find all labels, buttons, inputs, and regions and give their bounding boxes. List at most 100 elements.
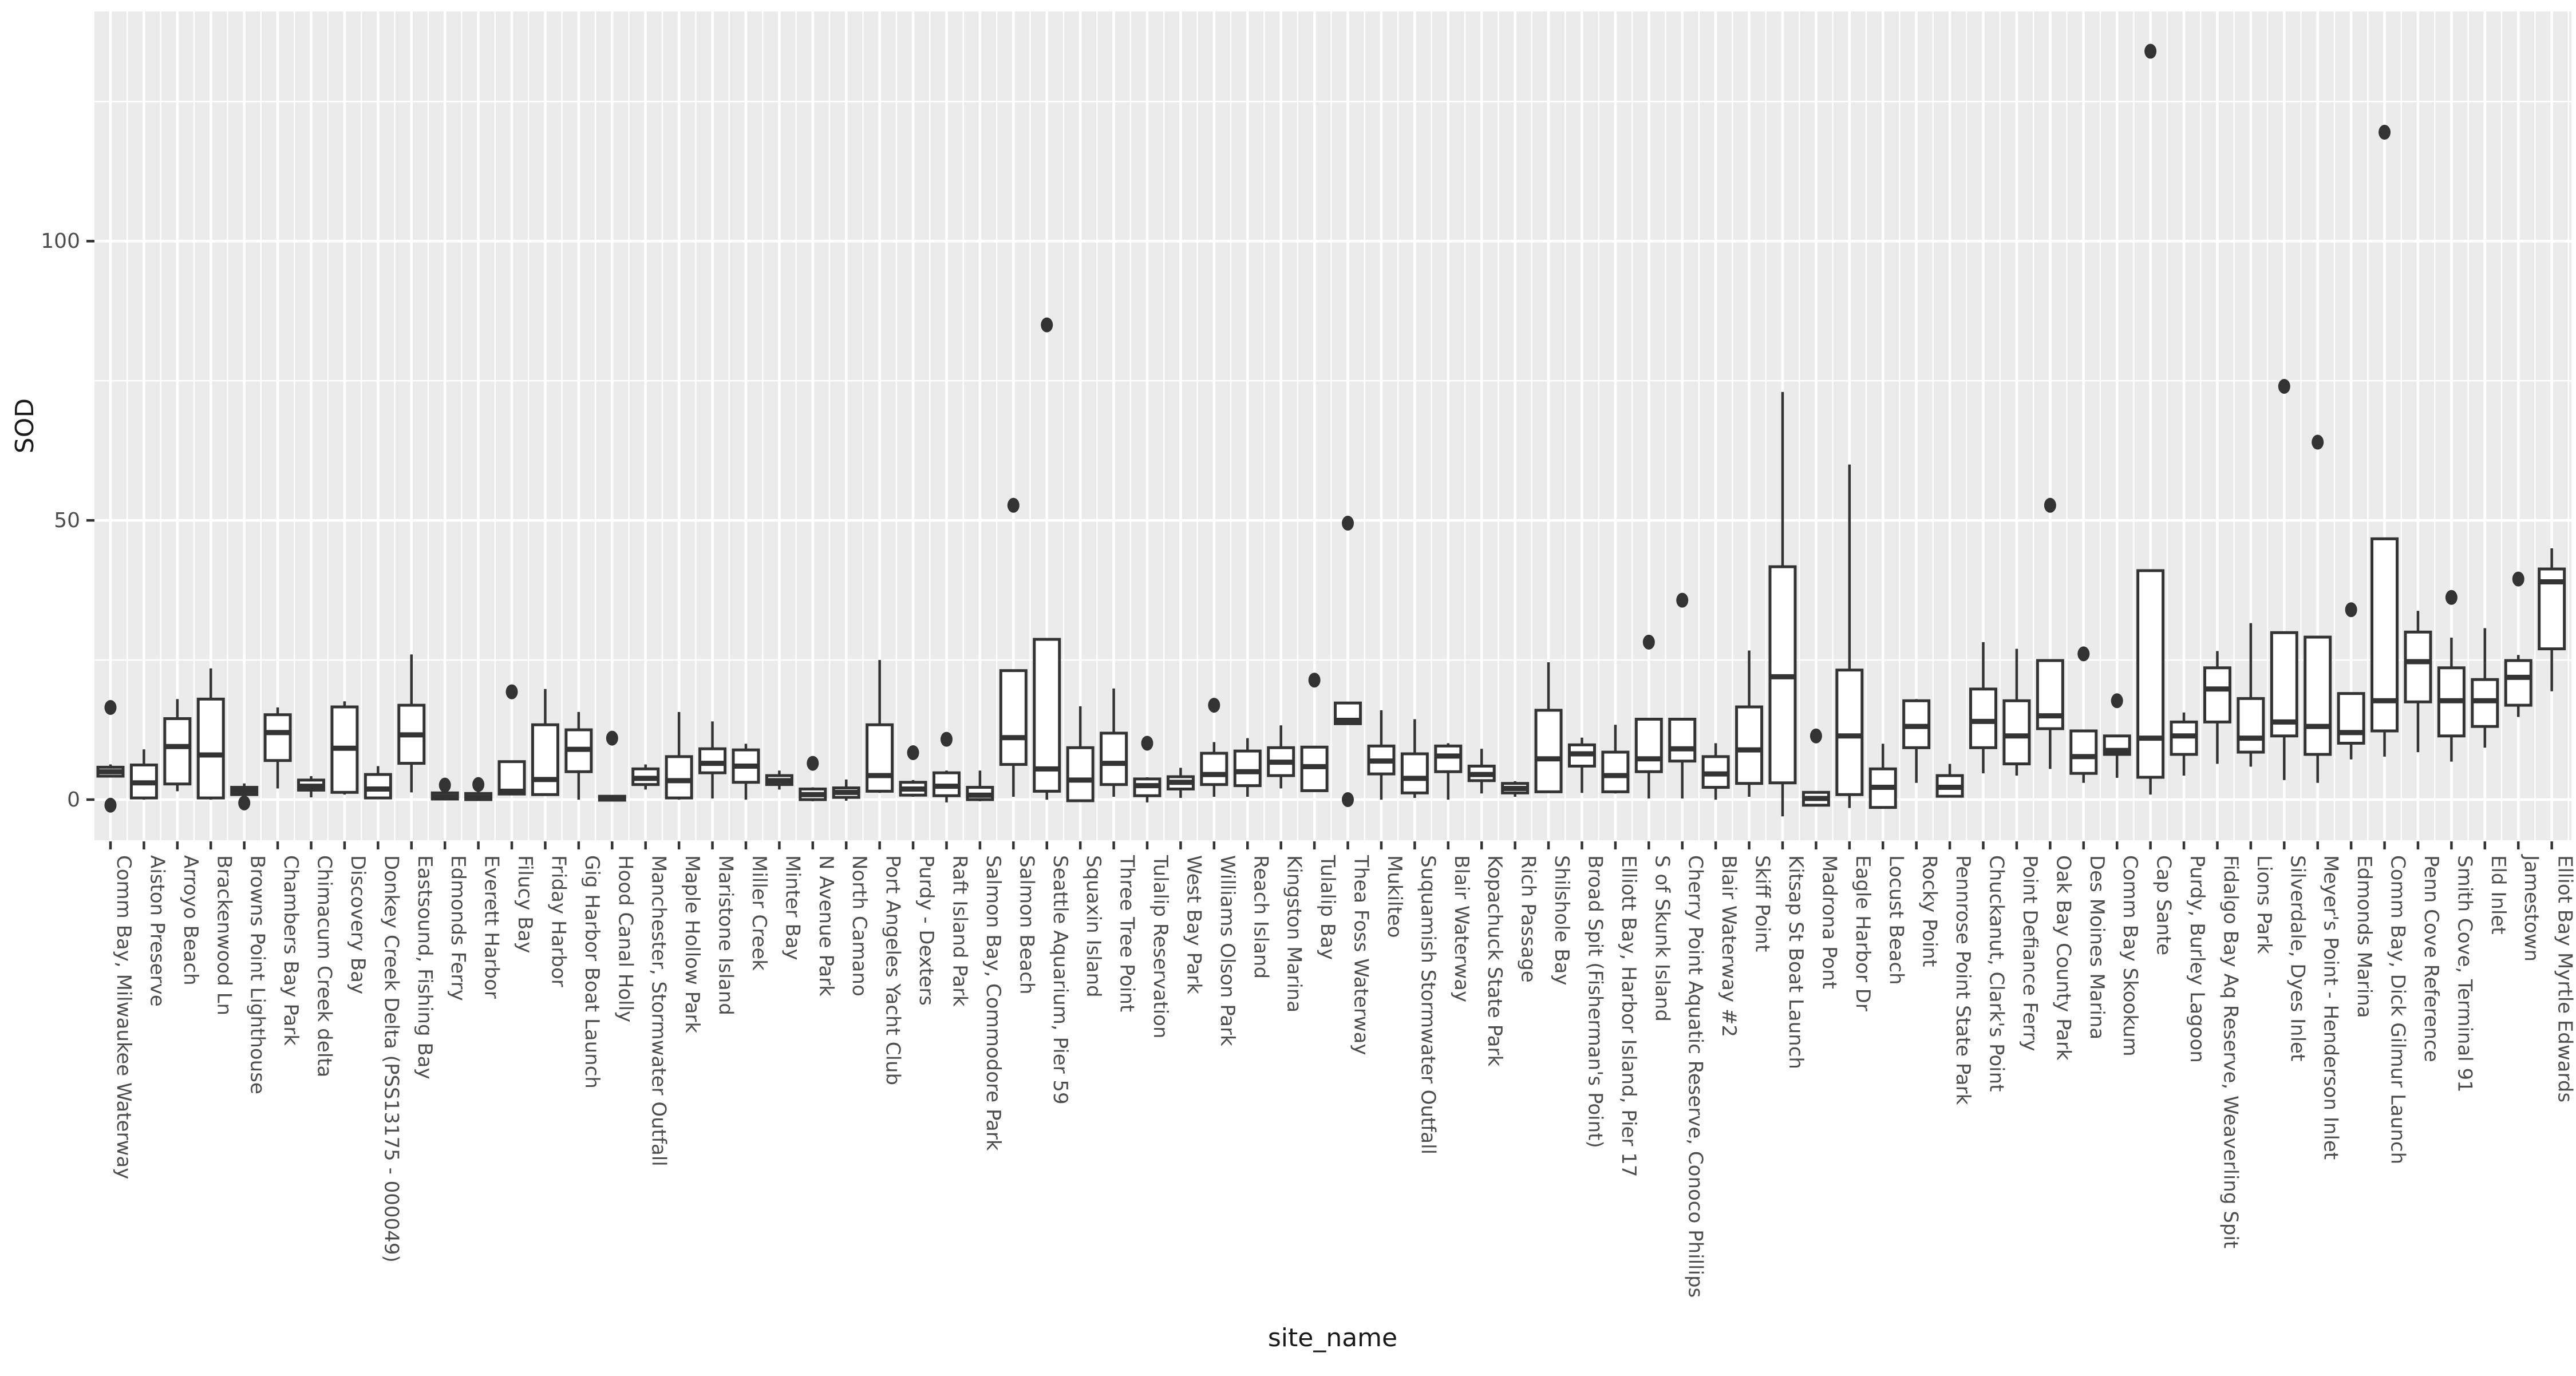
x-tick-label: Rich Passage xyxy=(1517,855,1540,983)
x-tick-label: Eastsound, Fishing Bay xyxy=(413,855,436,1080)
boxplot-49 xyxy=(1735,650,1764,797)
boxplot-58 xyxy=(2036,497,2064,769)
iqr-box xyxy=(1066,746,1095,802)
x-tick-label: Fidalgo Bay Aq Reserve, Weaverling Spit xyxy=(2219,855,2242,1248)
x-tick-label: Maristone Island xyxy=(714,855,737,1015)
boxplot-14 xyxy=(564,711,593,800)
x-tick-label: Meyer's Point - Henderson Inlet xyxy=(2320,855,2342,1160)
boxplot-54 xyxy=(1902,699,1931,783)
plot-panel xyxy=(94,11,2571,840)
x-tick-label: Discovery Bay xyxy=(346,855,369,994)
x-tick-label: Broad Spit (Fisherman's Point) xyxy=(1583,855,1606,1148)
iqr-box xyxy=(2404,630,2432,703)
boxplot-42 xyxy=(1501,781,1530,797)
x-tick-label: Cherry Point Aquatic Reserve, Conoco Phi… xyxy=(1684,855,1707,1298)
x-tick-label: Thea Foss Waterway xyxy=(1350,855,1373,1055)
iqr-box xyxy=(163,717,192,786)
outlier-dot xyxy=(2144,44,2157,59)
x-tick-label: Minter Bay xyxy=(781,855,804,960)
x-tick-label: Squaxin Island xyxy=(1082,855,1105,998)
outlier-dot xyxy=(1809,728,1822,744)
boxplot-41 xyxy=(1467,749,1496,794)
boxplot-56 xyxy=(1969,642,1998,774)
x-tick-label: Madrona Pont xyxy=(1818,855,1840,989)
boxplot-5 xyxy=(263,707,292,789)
x-tick-label: Des Moines Marina xyxy=(2085,855,2108,1039)
x-tick-label: Jamestown xyxy=(2520,854,2543,962)
x-tick-label: Purdy - Dexters xyxy=(915,855,938,1006)
iqr-box xyxy=(999,669,1028,766)
outlier-dot xyxy=(2379,125,2391,140)
x-tick-label: Williams Olson Park xyxy=(1216,855,1239,1046)
boxplot-16 xyxy=(631,764,660,790)
boxplot-48 xyxy=(1701,743,1730,800)
boxplot-31 xyxy=(1133,736,1161,802)
iqr-box xyxy=(1601,750,1630,793)
iqr-box xyxy=(2002,699,2031,766)
x-tick-label: Blair Waterway xyxy=(1450,855,1473,1002)
y-tick-label-100: 100 xyxy=(41,230,80,253)
x-tick-label: Mukilteo xyxy=(1383,855,1406,938)
x-tick-label: Eld Inlet xyxy=(2487,855,2510,935)
x-tick-label: Edmonds Ferry xyxy=(447,855,469,1001)
boxplot-32 xyxy=(1166,768,1195,798)
outlier-dot xyxy=(807,756,819,771)
outlier-dot xyxy=(438,777,451,793)
boxplot-21 xyxy=(799,756,827,801)
boxplot-47 xyxy=(1668,592,1697,799)
boxplot-8 xyxy=(364,766,392,800)
x-axis-tick-labels: Comm Bay, Milwaukee Waterway Aiston Prese… xyxy=(112,854,2576,1298)
boxplot-4 xyxy=(230,783,259,810)
iqr-box xyxy=(2203,666,2231,723)
boxplot-38 xyxy=(1367,710,1396,800)
outlier-dot xyxy=(1642,634,1655,650)
boxplot-66 xyxy=(2304,434,2332,783)
x-tick-label: Aiston Preserve xyxy=(145,855,168,1007)
iqr-box xyxy=(1969,687,1998,749)
boxplot-25 xyxy=(933,732,961,802)
outlier-dot xyxy=(1208,698,1220,713)
boxplot-0 xyxy=(96,700,125,813)
outlier-dot xyxy=(1342,792,1354,807)
x-tick-label: Comm Bay, Milwaukee Waterway xyxy=(112,855,135,1179)
iqr-box xyxy=(1735,705,1764,785)
boxplot-52 xyxy=(1835,464,1864,808)
x-tick-label: Pennrose Point State Park xyxy=(1951,855,1974,1105)
x-tick-label: Skiff Point xyxy=(1751,855,1774,952)
iqr-box xyxy=(1534,709,1563,793)
x-tick-label: Comm Bay, Dick Gilmur Launch xyxy=(2387,855,2409,1164)
boxplot-23 xyxy=(866,660,894,793)
x-tick-label: Browns Point Lighthouse xyxy=(246,855,269,1094)
iqr-box xyxy=(1100,732,1128,786)
x-tick-label: N Avenue Park xyxy=(815,855,837,997)
x-tick-label: Kingston Marina xyxy=(1283,855,1306,1013)
iqr-box xyxy=(2069,729,2098,775)
x-tick-label: Three Tree Point xyxy=(1116,855,1139,1012)
x-tick-label: Hood Canal Holly xyxy=(614,855,637,1022)
boxplot-6 xyxy=(297,776,326,798)
boxplot-39 xyxy=(1400,719,1429,798)
boxplot-22 xyxy=(832,779,860,801)
x-tick-label: Silverdale, Dyes Inlet xyxy=(2286,855,2309,1061)
y-axis-title: SOD xyxy=(10,398,39,453)
boxplot-11 xyxy=(464,777,493,801)
x-tick-label: Salmon Bay, Commodore Park xyxy=(982,855,1005,1151)
x-tick-label: Reach Island xyxy=(1249,855,1272,979)
x-tick-label: Elliott Bay, Harbor Island, Pier 17 xyxy=(1617,855,1640,1177)
x-tick-label: Blair Waterway #2 xyxy=(1717,855,1740,1037)
iqr-box xyxy=(2304,635,2332,756)
boxplot-2 xyxy=(163,699,192,792)
boxplot-73 xyxy=(2538,548,2566,691)
x-tick-label: Kopachuck State Park xyxy=(1483,855,1506,1066)
iqr-box xyxy=(1634,717,1663,773)
outlier-dot xyxy=(1041,317,1053,333)
boxplot-15 xyxy=(598,730,626,802)
x-tick-label: Suquamish Stormwater Outfall xyxy=(1416,855,1439,1154)
outlier-dot xyxy=(2077,646,2090,662)
x-tick-label: Filucy Bay xyxy=(513,855,536,953)
boxplot-10 xyxy=(430,777,459,801)
iqr-box xyxy=(364,773,392,800)
iqr-box xyxy=(1400,752,1429,794)
iqr-box xyxy=(1033,638,1061,793)
boxplot-44 xyxy=(1567,737,1596,793)
